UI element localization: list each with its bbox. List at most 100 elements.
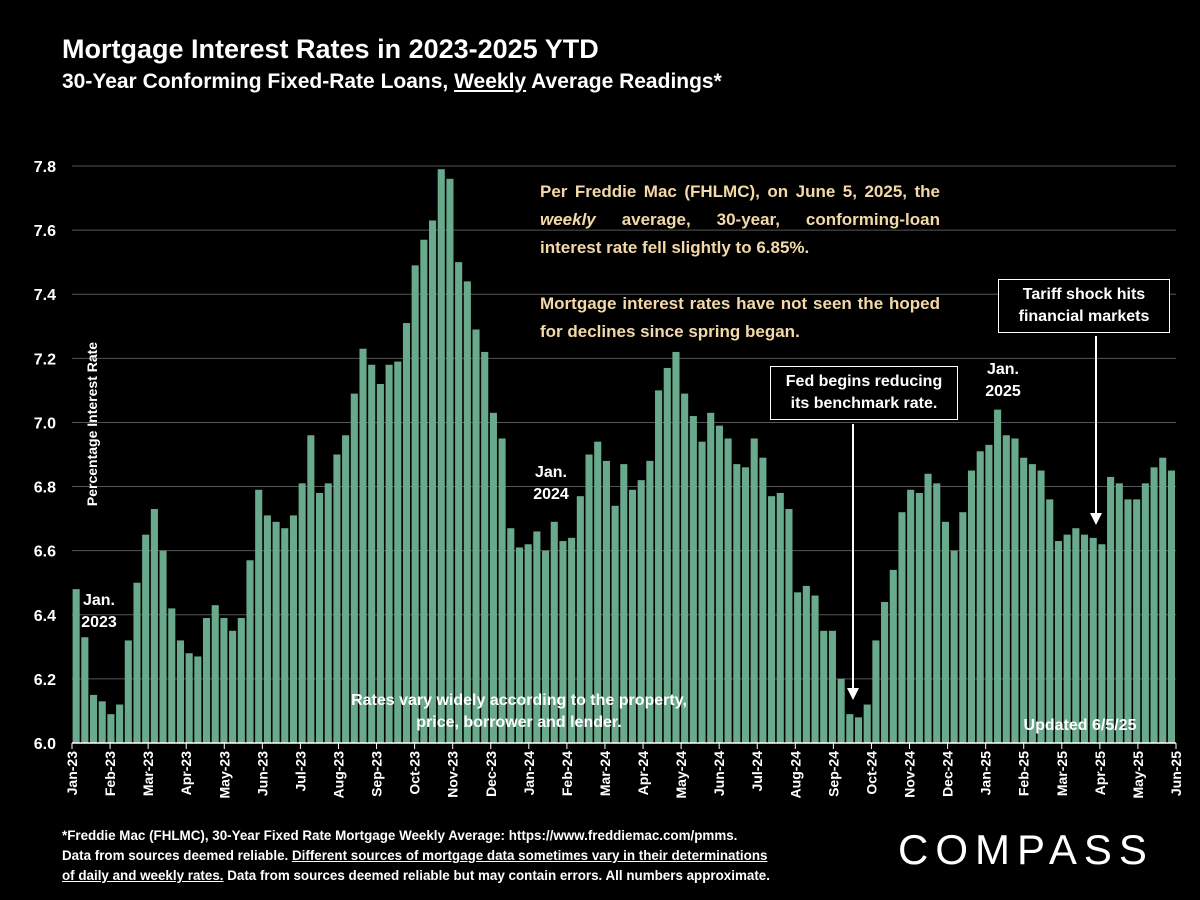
bar xyxy=(898,512,906,743)
bar xyxy=(863,704,871,743)
bar xyxy=(481,351,489,743)
bar xyxy=(394,361,402,743)
bar xyxy=(811,595,819,743)
bar xyxy=(959,512,967,743)
x-tick-label: Apr-23 xyxy=(178,751,194,796)
chart-title: Mortgage Interest Rates in 2023-2025 YTD xyxy=(62,34,599,64)
bar xyxy=(202,617,211,743)
bar xyxy=(785,508,793,743)
bar xyxy=(220,617,228,743)
bar xyxy=(255,489,263,743)
bar xyxy=(133,582,141,743)
bar xyxy=(107,714,115,743)
y-tick-label: 7.8 xyxy=(34,159,56,176)
bar xyxy=(924,473,932,743)
footnote-line-1: *Freddie Mac (FHLMC), 30-Year Fixed Rate… xyxy=(62,828,738,843)
bar xyxy=(707,412,715,743)
bar xyxy=(211,605,219,743)
bar xyxy=(1037,470,1045,743)
bar xyxy=(994,409,1002,743)
x-tick-label: Feb-24 xyxy=(559,751,575,796)
bar xyxy=(446,178,454,744)
x-tick-label: Jan-23 xyxy=(64,751,80,796)
bar xyxy=(881,601,889,743)
note-text-1a: Per Freddie Mac (FHLMC), on June 5, 2025… xyxy=(540,182,940,201)
bar xyxy=(1002,435,1010,743)
bar xyxy=(307,435,315,743)
bar xyxy=(376,383,384,743)
bar xyxy=(542,550,550,743)
bar xyxy=(550,521,558,743)
note-emphasis: weekly xyxy=(540,210,596,229)
freddie-mac-note: Per Freddie Mac (FHLMC), on June 5, 2025… xyxy=(540,178,940,346)
bar xyxy=(489,412,497,743)
x-tick-label: Feb-25 xyxy=(1016,751,1032,796)
y-tick-label: 6.2 xyxy=(34,672,56,689)
footnote-line-3b: Data from sources deemed reliable but ma… xyxy=(223,868,770,883)
bar xyxy=(933,483,941,743)
x-tick-label: Feb-23 xyxy=(102,751,118,796)
tariff-arrow-head xyxy=(1090,513,1102,525)
bar xyxy=(1020,457,1028,743)
x-tick-label: Jun-24 xyxy=(711,751,727,796)
bar xyxy=(594,441,602,743)
y-tick-label: 6.4 xyxy=(34,608,56,625)
y-tick-label: 6.8 xyxy=(34,480,56,497)
bar xyxy=(976,451,984,743)
bar xyxy=(576,496,584,743)
footnote-line-2a: Data from sources deemed reliable. xyxy=(62,848,292,863)
bar xyxy=(698,441,706,743)
x-tick-label: Jul-24 xyxy=(749,751,765,792)
bar xyxy=(463,281,471,743)
bar xyxy=(941,521,949,743)
y-tick-label: 7.6 xyxy=(34,223,56,240)
bar xyxy=(1063,534,1071,743)
bar xyxy=(1098,544,1106,743)
bar xyxy=(194,656,202,743)
label-jan-2025: Jan. 2025 xyxy=(985,361,1021,400)
footnote-line-2-underlined: Different sources of mortgage data somet… xyxy=(291,848,768,863)
note-text-1b: average, 30-year, conforming-loan intere… xyxy=(540,210,940,257)
bar xyxy=(81,637,89,743)
bar xyxy=(1133,499,1141,743)
x-tick-label: Mar-24 xyxy=(597,751,613,796)
bar xyxy=(889,569,897,743)
x-tick-label: Jul-23 xyxy=(292,751,308,792)
x-tick-label: May-24 xyxy=(673,751,689,799)
bar xyxy=(663,367,671,743)
x-tick-label: Jan-24 xyxy=(521,751,537,796)
y-tick-label: 6.6 xyxy=(34,544,56,561)
x-tick-label: Nov-24 xyxy=(902,751,918,798)
tariff-callout: Tariff shock hits financial markets xyxy=(998,279,1170,333)
x-tick-label: Oct-24 xyxy=(863,751,879,795)
bar xyxy=(124,640,132,743)
bar xyxy=(437,169,445,743)
bar xyxy=(515,547,524,743)
bar xyxy=(1107,476,1115,743)
bar xyxy=(98,701,106,743)
bar xyxy=(568,537,576,743)
bar xyxy=(411,265,419,743)
fed-callout: Fed begins reducing its benchmark rate. xyxy=(770,366,958,420)
bar xyxy=(620,464,628,743)
bar xyxy=(472,329,480,743)
bar xyxy=(846,714,854,743)
bar xyxy=(368,364,376,743)
bar xyxy=(1080,534,1089,743)
x-tick-label: May-25 xyxy=(1130,751,1146,799)
bar xyxy=(533,531,541,743)
x-tick-label: Sep-24 xyxy=(825,751,841,797)
bar xyxy=(420,239,428,743)
subtitle-text: 30-Year Conforming Fixed-Rate Loans, xyxy=(62,70,455,93)
bar xyxy=(646,460,654,743)
bar xyxy=(854,717,863,743)
bar xyxy=(1054,541,1062,743)
bar xyxy=(1028,464,1036,743)
label-jan-2024: Jan. 2024 xyxy=(533,464,569,503)
bar xyxy=(776,492,784,743)
bar xyxy=(802,585,810,743)
bar xyxy=(741,467,750,743)
bar xyxy=(828,630,836,743)
y-tick-label: 7.2 xyxy=(34,351,56,368)
